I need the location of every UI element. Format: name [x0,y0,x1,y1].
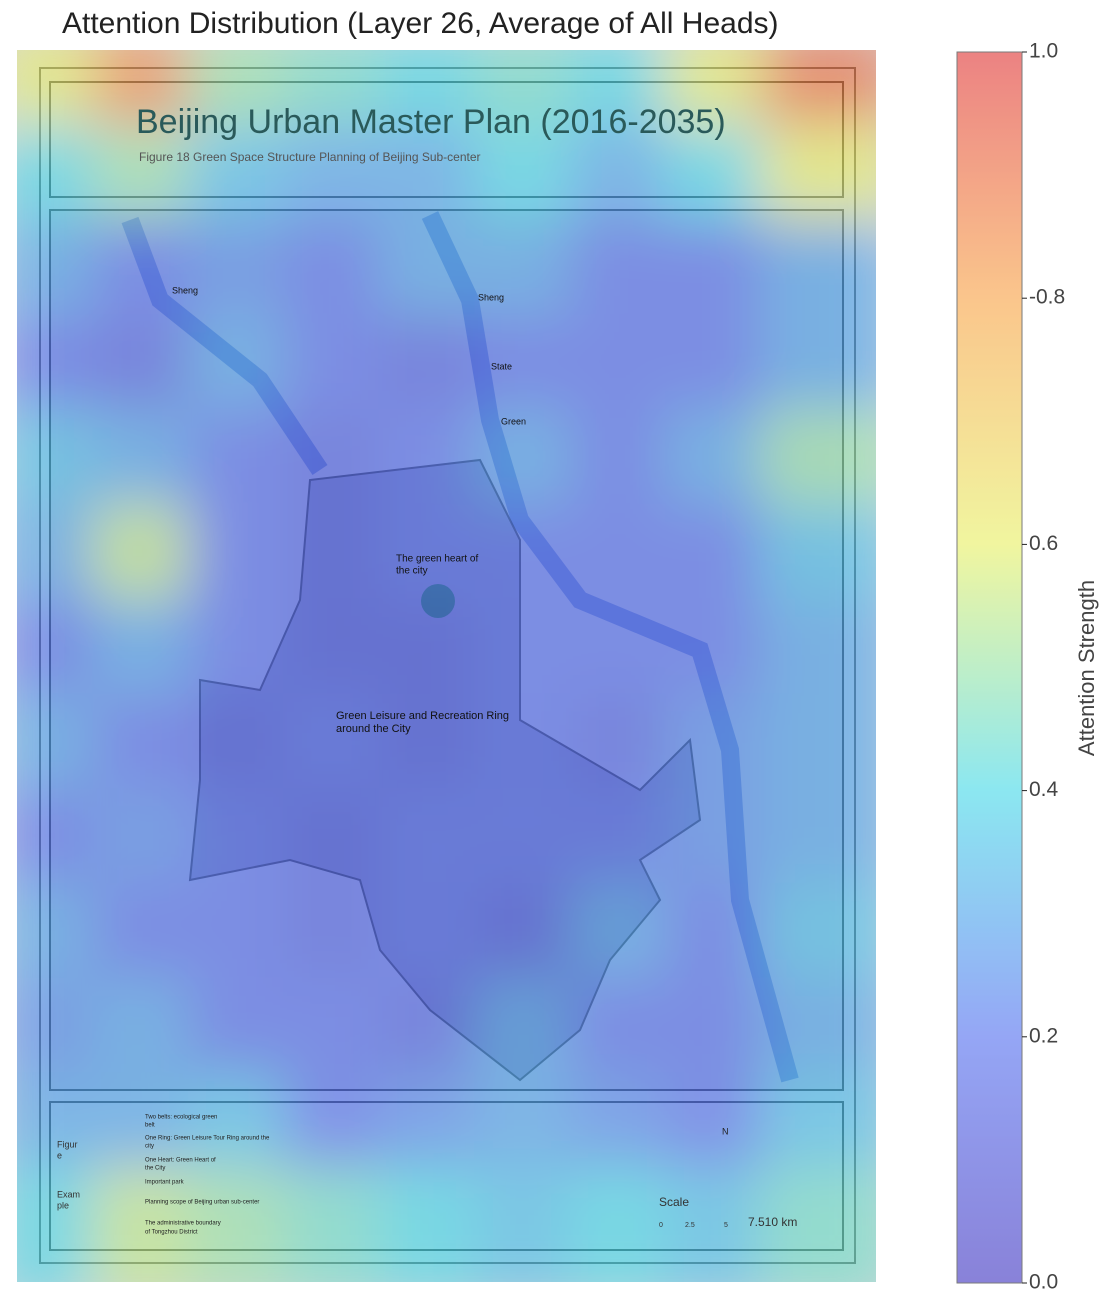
map-text: State [491,361,512,371]
colorbar-tick-label: 0.0 [1029,1271,1058,1294]
map-text: Scale [659,1195,689,1209]
map-text: 5 [724,1222,728,1229]
colorbar-tick-label: 0.4 [1029,778,1059,801]
map-text: Sheng [172,285,198,295]
map-text: 7.510 km [748,1215,797,1229]
colorbar-tick-label: 1.0 [1029,40,1058,63]
map-text: around the City [336,723,411,735]
map-text: Green [501,416,526,426]
map-text: Exam [57,1189,80,1199]
map-text: Green Leisure and Recreation Ring [336,710,509,722]
colorbar-tick-label: -0.8 [1029,286,1065,309]
map-text: of Tongzhou District [145,1230,198,1236]
map-text: The green heart of [396,554,478,565]
map-text: belt [145,1123,155,1129]
map-text: Figur [57,1139,78,1149]
map-text: The administrative boundary [145,1221,221,1227]
map-text: Sheng [478,292,504,302]
map-text: One Heart: Green Heart of [145,1158,216,1164]
chart-title: Attention Distribution (Layer 26, Averag… [62,7,779,40]
colorbar-tick-label: 0.6 [1029,532,1058,555]
map-text: ple [57,1200,69,1210]
heatmap [17,50,876,1282]
heat-cell [760,1167,876,1282]
map-text: N [722,1126,729,1136]
map-texts: Beijing Urban Master Plan (2016-2035) Fig… [57,103,797,1236]
colorbar [956,51,1023,1284]
colorbar-label: Attention Strength [1074,580,1099,756]
map-text: the City [145,1166,165,1172]
map-text: Two belts: ecological green [145,1115,217,1121]
heat-cells [17,50,876,1282]
map-text: 0 [659,1222,663,1229]
map-text: e [57,1150,62,1160]
map-text: Planning scope of Beijing urban sub-cent… [145,1200,259,1206]
map-text: Beijing Urban Master Plan (2016-2035) [136,103,726,141]
map-text: the city [396,566,428,577]
map-text: Figure 18 Green Space Structure Planning… [139,150,481,164]
map-text: Important park [145,1180,185,1186]
map-text: city [145,1144,154,1150]
map-text: One Ring: Green Leisure Tour Ring around… [145,1136,270,1142]
colorbar-tick-label: 0.2 [1029,1024,1058,1047]
map-text: 2.5 [685,1222,695,1229]
